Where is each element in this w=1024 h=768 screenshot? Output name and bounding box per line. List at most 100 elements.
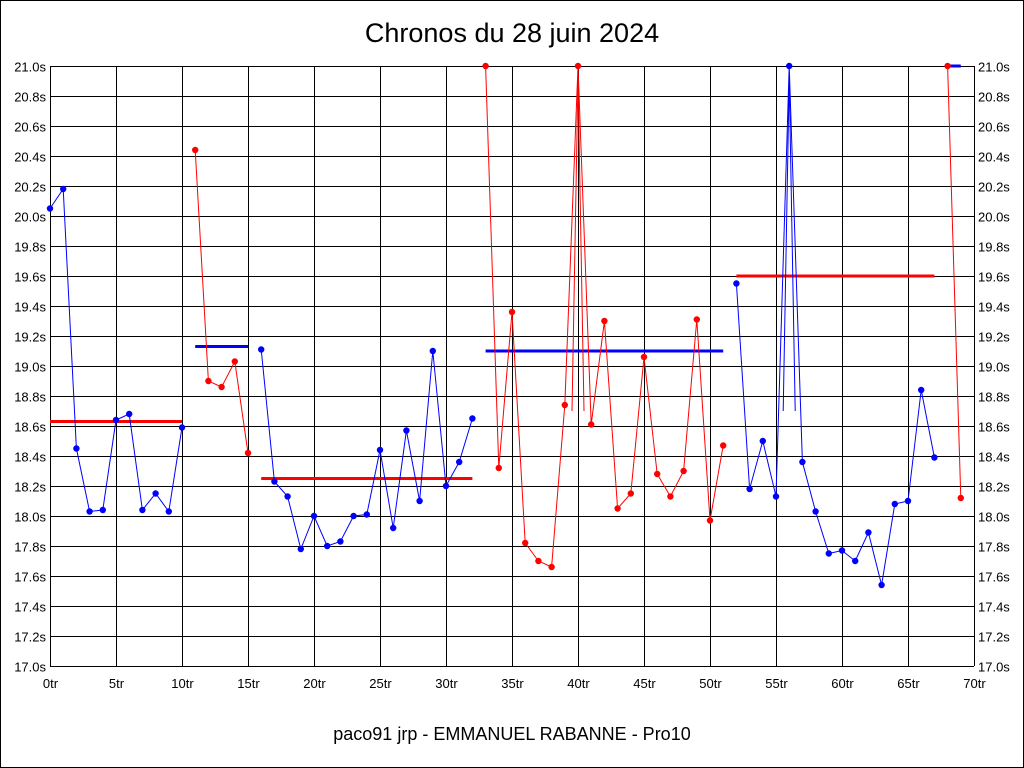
- y-tick-label-left: 20.6s: [14, 120, 46, 135]
- data-point-blue: [126, 410, 133, 418]
- data-point-blue: [786, 62, 793, 70]
- average-lines: [50, 64, 961, 480]
- y-tick-label-right: 18.4s: [978, 450, 1010, 465]
- data-point-red: [667, 493, 674, 500]
- y-tick-label-right: 17.6s: [978, 570, 1010, 585]
- y-tick-label-right: 21.0s: [978, 60, 1010, 75]
- y-tick-label-left: 19.6s: [14, 270, 46, 285]
- data-point-red: [231, 358, 238, 365]
- data-point-blue: [86, 508, 93, 515]
- data-point-red: [495, 464, 502, 472]
- x-tick-label: 35tr: [501, 676, 524, 691]
- data-point-blue: [825, 550, 832, 557]
- y-tick-label-right: 19.8s: [978, 240, 1010, 255]
- data-point-blue: [429, 347, 436, 355]
- y-tick-label-left: 17.6s: [14, 570, 46, 585]
- data-point-blue: [258, 346, 265, 353]
- y-tick-label-left: 17.8s: [14, 540, 46, 555]
- y-tick-label-right: 20.6s: [978, 120, 1010, 135]
- data-point-blue: [865, 529, 872, 536]
- data-point-red: [588, 421, 595, 428]
- y-tick-label-right: 20.8s: [978, 90, 1010, 105]
- data-point-blue: [891, 500, 898, 508]
- y-tick-label-right: 20.0s: [978, 210, 1010, 225]
- data-point-blue: [403, 427, 410, 434]
- data-point-blue: [812, 508, 819, 515]
- data-point-red: [944, 62, 951, 70]
- data-point-red: [482, 62, 489, 70]
- x-tick-label: 45tr: [633, 676, 656, 691]
- y-tick-label-left: 18.2s: [14, 480, 46, 495]
- data-point-blue: [442, 482, 450, 490]
- y-tick-label-right: 17.4s: [978, 600, 1010, 615]
- series-line-blue: [260, 349, 473, 551]
- data-point-blue: [456, 458, 463, 466]
- data-point-red: [218, 383, 225, 391]
- data-point-red: [654, 470, 661, 478]
- x-tick-label: 25tr: [369, 676, 392, 691]
- series-line-red: [947, 65, 962, 499]
- series-line-blue: [735, 65, 935, 586]
- x-tick-label: 0tr: [43, 676, 59, 691]
- data-point-red: [627, 490, 634, 497]
- data-point-blue: [284, 493, 291, 500]
- y-tick-label-left: 17.0s: [14, 660, 46, 675]
- data-point-blue: [165, 508, 172, 515]
- data-point-red: [693, 316, 700, 323]
- x-tick-label: 15tr: [237, 676, 260, 691]
- y-tick-label-right: 17.8s: [978, 540, 1010, 555]
- data-point-blue: [139, 506, 146, 514]
- x-tick-label: 50tr: [699, 676, 722, 691]
- data-point-blue: [918, 386, 925, 394]
- chart-caption: paco91 jrp - EMMANUEL RABANNE - Pro10: [333, 724, 691, 744]
- data-point-red: [720, 442, 727, 449]
- data-point-blue: [60, 185, 67, 193]
- data-point-blue: [324, 542, 331, 550]
- x-tick-label: 20tr: [303, 676, 326, 691]
- y-tick-label-right: 19.6s: [978, 270, 1010, 285]
- data-point-red: [522, 539, 529, 547]
- peak-line-blue: [782, 77, 796, 412]
- chart-title: Chronos du 28 juin 2024: [364, 18, 660, 48]
- data-point-red: [680, 467, 687, 475]
- y-tick-label-right: 19.4s: [978, 300, 1010, 315]
- x-tick-label: 30tr: [435, 676, 458, 691]
- data-point-blue: [376, 446, 384, 454]
- y-tick-label-left: 18.0s: [14, 510, 46, 525]
- x-tick-label: 10tr: [171, 676, 194, 691]
- data-point-blue: [363, 511, 370, 518]
- data-point-blue: [931, 454, 938, 461]
- y-tick-label-left: 20.0s: [14, 210, 46, 225]
- x-tick-label: 55tr: [765, 676, 788, 691]
- y-tick-label-left: 18.4s: [14, 450, 46, 465]
- data-point-red: [192, 146, 199, 154]
- data-point-blue: [337, 538, 344, 545]
- y-tick-label-left: 20.8s: [14, 90, 46, 105]
- data-point-blue: [390, 524, 397, 532]
- data-point-blue: [178, 424, 186, 431]
- y-tick-label-left: 17.4s: [14, 600, 46, 615]
- x-tick-label: 70tr: [963, 676, 986, 691]
- y-tick-label-left: 20.4s: [14, 150, 46, 165]
- y-tick-label-left: 18.6s: [14, 420, 46, 435]
- x-tick-label: 60tr: [831, 676, 854, 691]
- y-tick-label-right: 20.2s: [978, 180, 1010, 195]
- data-point-blue: [297, 545, 304, 553]
- data-point-blue: [416, 497, 423, 505]
- tick-labels: 17.0s 17.0s 17.2s 17.2s 17.4s 17.4s 17.6s 17.6s…: [14, 60, 1010, 692]
- y-tick-label-right: 18.6s: [978, 420, 1010, 435]
- data-points: [46, 62, 964, 589]
- data-point-blue: [746, 485, 753, 493]
- series-lines: [49, 65, 962, 586]
- data-point-blue: [799, 458, 806, 466]
- y-tick-label-left: 19.8s: [14, 240, 46, 255]
- data-point-blue: [838, 547, 846, 554]
- y-tick-label-right: 18.0s: [978, 510, 1010, 525]
- data-point-red: [614, 505, 621, 512]
- data-point-blue: [73, 445, 80, 452]
- data-point-red: [706, 517, 714, 524]
- series-line-red: [194, 149, 249, 454]
- data-point-blue: [99, 506, 107, 514]
- y-tick-label-right: 20.4s: [978, 150, 1010, 165]
